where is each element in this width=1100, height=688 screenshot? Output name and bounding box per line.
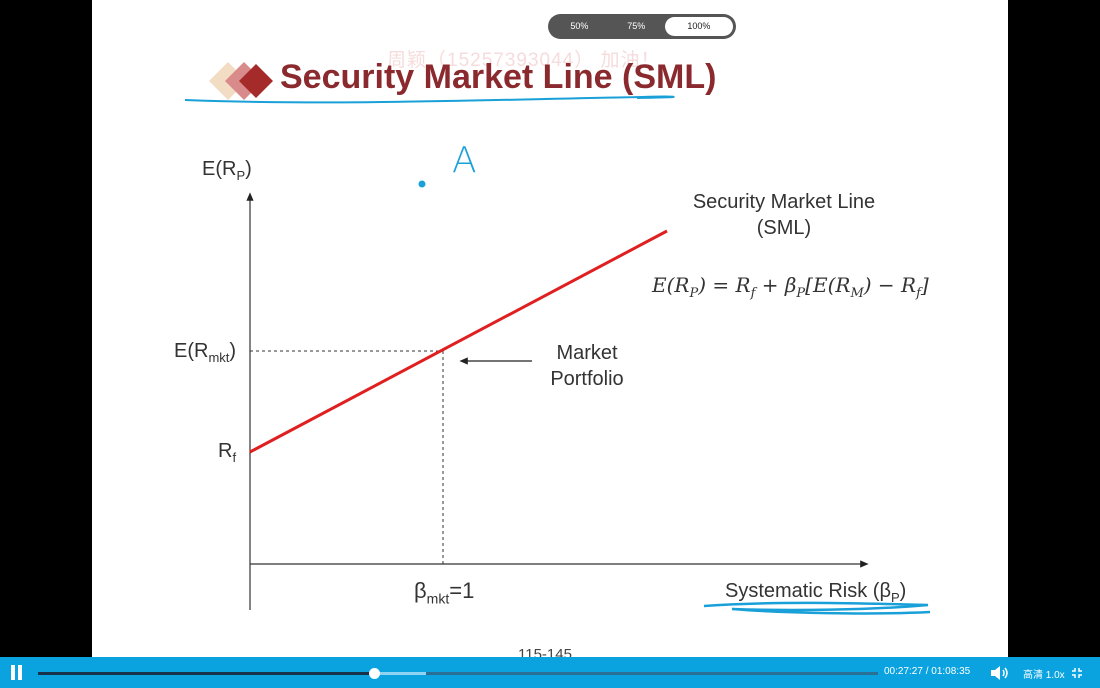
quality-speed-menu[interactable]: 高清 1.0x [1023, 670, 1065, 681]
slide: 50% 75% 100% 周颖（15257393044） 加油！ Securit… [92, 0, 1008, 657]
handwritten-dot [418, 180, 426, 188]
x-axis-label: Systematic Risk (βP) [725, 580, 907, 605]
sml-series-line [249, 229, 668, 454]
y-tick-risk-free: Rf [218, 440, 237, 465]
title-diamonds-icon [209, 62, 273, 100]
handwritten-letter: A [452, 140, 477, 181]
pause-icon[interactable] [10, 665, 24, 680]
player-controls: 00:27:27 / 01:08:35 高清 1.0x [0, 657, 1100, 688]
played-bar [38, 672, 374, 675]
slide-title: Security Market Line (SML) [280, 58, 717, 96]
volume-icon[interactable] [990, 665, 1010, 681]
time-display: 00:27:27 / 01:08:35 [884, 666, 971, 677]
title-underline [184, 95, 675, 104]
page-number: 115-145 [518, 646, 572, 657]
market-portfolio-label: Market Portfolio [550, 342, 624, 390]
progress-knob[interactable] [369, 668, 380, 679]
y-tick-market-return: E(Rmkt) [174, 340, 237, 365]
progress-bar[interactable] [38, 668, 878, 679]
zoom-switch[interactable]: 50% 75% 100% [548, 14, 736, 39]
axis-label-underline [703, 601, 931, 615]
zoom-option-100[interactable]: 100% [664, 17, 733, 36]
y-axis-label: E(RP) [202, 158, 252, 183]
exit-fullscreen-icon[interactable] [1071, 667, 1083, 679]
watermark: 周颖（15257393044） 加油！ [387, 50, 661, 71]
zoom-option-75[interactable]: 75% [627, 21, 646, 31]
x-tick-market-beta: βmkt=1 [414, 578, 475, 607]
sml-label: Security Market Line (SML) [692, 191, 876, 239]
zoom-option-50[interactable]: 50% [570, 21, 589, 31]
sml-chart [184, 95, 931, 615]
sml-formula: E(RP) = Rf + βP[E(RM) − Rf] [652, 273, 929, 301]
